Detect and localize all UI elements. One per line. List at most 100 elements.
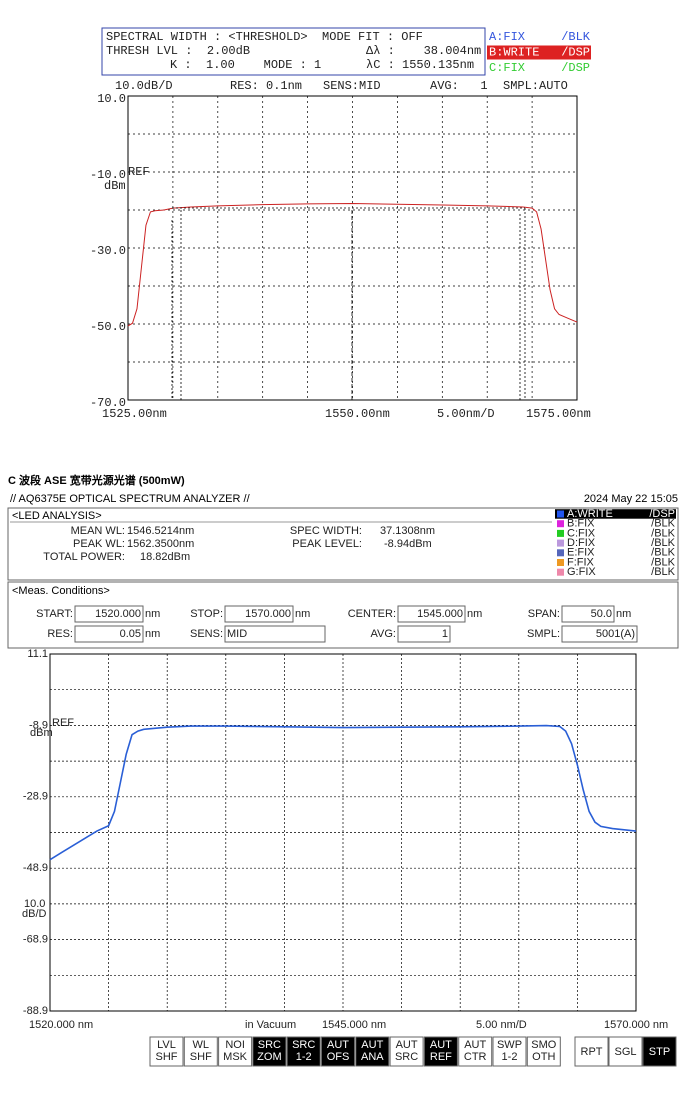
- y-tick-label: -8.9: [29, 719, 48, 731]
- legend-label: A:FIX: [489, 30, 525, 44]
- button-label[interactable]: LVL: [157, 1039, 176, 1051]
- button-label[interactable]: 1-2: [296, 1051, 312, 1063]
- analysis-value: -8.94dBm: [384, 538, 432, 550]
- button-label[interactable]: OFS: [327, 1051, 350, 1063]
- button[interactable]: [642, 1036, 677, 1067]
- y-tick-label: -88.9: [23, 1005, 48, 1017]
- button-label[interactable]: OTH: [532, 1051, 555, 1063]
- y-tick-label: 10.0: [97, 92, 126, 106]
- button-label[interactable]: AUT: [361, 1039, 383, 1051]
- legend-label: B:WRITE: [489, 46, 539, 60]
- analysis-value: 37.1308nm: [380, 525, 435, 537]
- button-label[interactable]: RPT: [581, 1046, 603, 1058]
- button-label[interactable]: SRC: [292, 1039, 315, 1051]
- field-value[interactable]: 50.0: [591, 608, 612, 620]
- button-label[interactable]: AUT: [396, 1039, 418, 1051]
- field-value[interactable]: 1520.000: [95, 608, 141, 620]
- status-item: SENS:MID: [323, 79, 381, 93]
- field-box[interactable]: [561, 625, 638, 643]
- field-value[interactable]: 1: [442, 628, 448, 640]
- field-box[interactable]: [224, 605, 294, 623]
- button[interactable]: [183, 1036, 218, 1067]
- button[interactable]: [492, 1036, 527, 1067]
- button-label[interactable]: AUT: [464, 1039, 486, 1051]
- header-line: K : 1.00 MODE : 1: [170, 58, 321, 72]
- x-label: 5.00nm/D: [437, 407, 495, 421]
- field-box[interactable]: [397, 605, 466, 623]
- button-label[interactable]: AUT: [430, 1039, 452, 1051]
- header-line: SPECTRAL WIDTH : <THRESHOLD> MODE FIT : …: [106, 30, 423, 44]
- button-label[interactable]: SHF: [190, 1051, 212, 1063]
- button[interactable]: [218, 1036, 253, 1067]
- header-line: λC : 1550.135nm: [366, 58, 474, 72]
- button-label[interactable]: SRC: [258, 1039, 281, 1051]
- button-label[interactable]: NOI: [225, 1039, 245, 1051]
- field-box[interactable]: [74, 625, 144, 643]
- button[interactable]: [458, 1036, 493, 1067]
- ref-label: REF: [52, 717, 74, 729]
- field-box[interactable]: [74, 605, 144, 623]
- button-label[interactable]: REF: [430, 1051, 452, 1063]
- legend-swatch: [557, 520, 564, 528]
- legend-mode: /BLK: [651, 527, 676, 539]
- button-label[interactable]: ANA: [361, 1051, 384, 1063]
- field-label: RES:: [47, 628, 73, 640]
- field-unit: nm: [295, 608, 310, 620]
- button[interactable]: [526, 1036, 561, 1067]
- button[interactable]: [149, 1036, 184, 1067]
- button-label[interactable]: AUT: [327, 1039, 349, 1051]
- button-label[interactable]: 1-2: [502, 1051, 518, 1063]
- button-label[interactable]: CTR: [464, 1051, 487, 1063]
- field-box[interactable]: [224, 625, 326, 643]
- y-tick-label: -10.0: [90, 168, 126, 182]
- field-value[interactable]: 1570.000: [245, 608, 291, 620]
- button[interactable]: [252, 1036, 287, 1067]
- button[interactable]: [389, 1036, 424, 1067]
- legend-mode: /BLK: [651, 566, 676, 578]
- unit-label: dBm: [104, 179, 126, 193]
- button-label[interactable]: WL: [193, 1039, 210, 1051]
- legend-highlight: [555, 509, 676, 519]
- analysis-value: 1562.3500nm: [127, 538, 194, 550]
- field-label: CENTER:: [348, 608, 396, 620]
- legend-mode: /DSP: [561, 61, 590, 75]
- status-item: SMPL:AUTO: [503, 79, 568, 93]
- field-value[interactable]: MID: [227, 628, 247, 640]
- button[interactable]: [355, 1036, 390, 1067]
- header-line: Δλ : 38.004nm: [366, 44, 481, 58]
- legend-label: A:WRITE: [567, 508, 613, 520]
- button-label[interactable]: SHF: [156, 1051, 178, 1063]
- field-box[interactable]: [561, 605, 615, 623]
- legend-label: B:FIX: [567, 518, 595, 530]
- x-label: 1575.00nm: [526, 407, 591, 421]
- y-tick-label: 11.1: [27, 648, 48, 660]
- unit-label: dBm: [30, 727, 53, 739]
- button[interactable]: [321, 1036, 355, 1067]
- field-value[interactable]: 5001(A): [596, 628, 635, 640]
- button-label[interactable]: SGL: [614, 1046, 636, 1058]
- legend-swatch: [557, 539, 564, 547]
- button[interactable]: [574, 1036, 609, 1067]
- button-label[interactable]: STP: [649, 1046, 670, 1058]
- status-item: AVG: 1: [430, 79, 488, 93]
- button-label[interactable]: SMO: [531, 1039, 557, 1051]
- analysis-label: PEAK LEVEL:: [292, 538, 362, 550]
- legend-label: E:FIX: [567, 547, 595, 559]
- button-label[interactable]: MSK: [223, 1051, 248, 1063]
- field-label: SPAN:: [528, 608, 560, 620]
- field-label: AVG:: [371, 628, 396, 640]
- button[interactable]: [286, 1036, 321, 1067]
- field-value[interactable]: 1545.000: [417, 608, 463, 620]
- legend-swatch: [557, 568, 564, 576]
- y-tick-label: -68.9: [23, 934, 48, 946]
- scale-label: 10.0: [24, 898, 45, 910]
- button[interactable]: [423, 1036, 458, 1067]
- legend-swatch: [557, 510, 564, 518]
- field-label: STOP:: [190, 608, 223, 620]
- field-box[interactable]: [397, 625, 451, 643]
- field-value[interactable]: 0.05: [120, 628, 141, 640]
- button[interactable]: [608, 1036, 643, 1067]
- button-label[interactable]: SRC: [395, 1051, 418, 1063]
- button-label[interactable]: SWP: [497, 1039, 522, 1051]
- button-label[interactable]: ZOM: [257, 1051, 281, 1063]
